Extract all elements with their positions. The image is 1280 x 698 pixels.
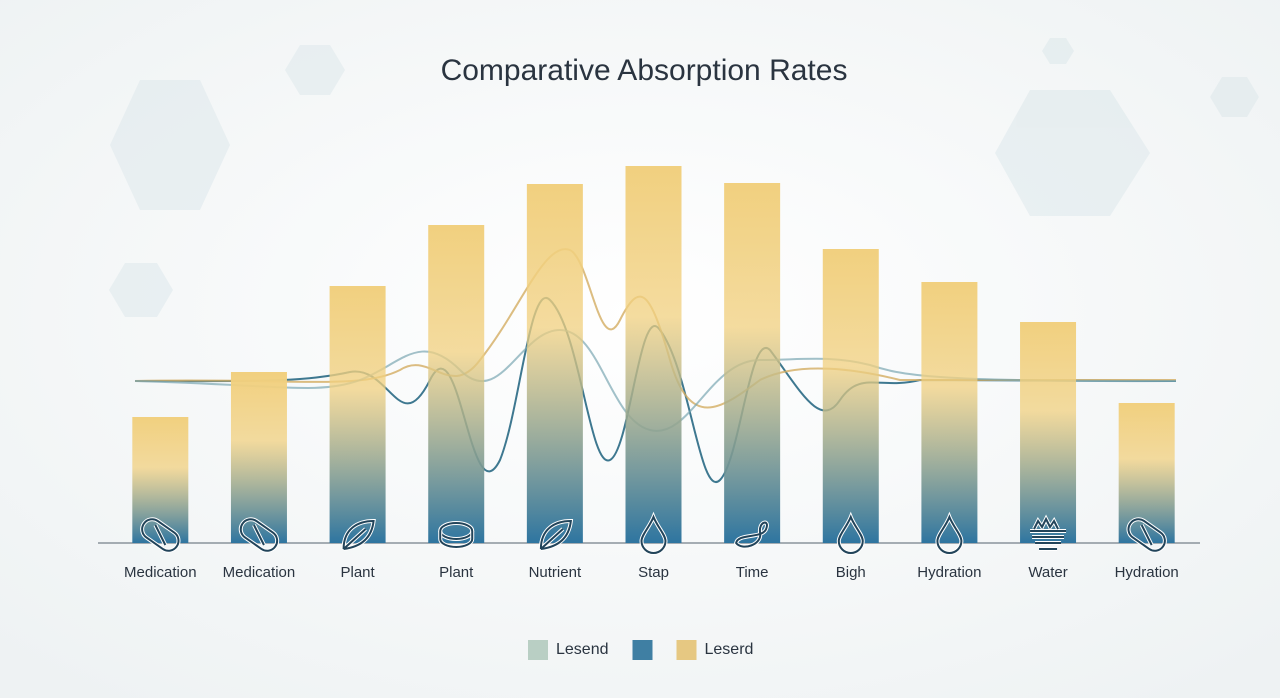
legend-label: Leserd (705, 641, 754, 658)
legend-swatch (676, 640, 697, 660)
x-tick-label: Medication (223, 564, 296, 581)
icon-shape (239, 518, 279, 552)
bar (230, 372, 287, 543)
bar (625, 166, 682, 543)
x-tick-label: Nutrient (529, 564, 582, 581)
icon-shape (837, 514, 864, 554)
icon-shape (1140, 524, 1153, 546)
x-tick-label: Plant (439, 564, 474, 581)
icon-shape (539, 519, 572, 550)
category-icon (733, 520, 769, 549)
icon-shape (439, 531, 474, 548)
icon-shape (640, 514, 667, 554)
bar (822, 249, 879, 543)
icon-shape (735, 521, 768, 548)
category-icon (1030, 514, 1067, 551)
x-tick-label: Time (736, 564, 769, 581)
category-icon (438, 521, 475, 549)
category-icon (836, 511, 865, 555)
category-icon (935, 511, 964, 555)
category-icon (140, 517, 181, 553)
category-icon (538, 518, 574, 551)
bar (921, 282, 978, 543)
x-tick-label: Bigh (836, 564, 866, 581)
bar (1118, 403, 1175, 543)
legend-swatch (632, 640, 653, 660)
legend-label: Lesend (556, 641, 609, 658)
x-tick-label: Stap (638, 564, 669, 581)
icon-shape (141, 518, 180, 552)
bar (428, 225, 485, 543)
category-icon (341, 518, 376, 551)
category-icon (238, 517, 280, 553)
bar (329, 286, 386, 543)
decor-hexagons (109, 38, 1259, 317)
icon-shape (1030, 516, 1067, 550)
icon-shape (253, 524, 265, 546)
x-tick-label: Medication (124, 564, 197, 581)
icon-shape (342, 519, 375, 550)
icon-shape (1127, 518, 1166, 552)
legend-swatch (528, 640, 548, 660)
icon-shape (936, 514, 963, 554)
icon-shape (154, 524, 167, 546)
chart-title: Comparative Absorption Rates (441, 54, 848, 87)
category-icon (639, 511, 668, 555)
bar (1020, 322, 1077, 543)
x-tick-label: Hydration (917, 564, 981, 581)
bar (724, 183, 781, 543)
bar (526, 184, 583, 543)
x-tick-label: Hydration (1115, 564, 1179, 581)
x-tick-label: Water (1028, 564, 1067, 581)
x-tick-label: Plant (340, 564, 375, 581)
category-icon (1126, 517, 1167, 553)
